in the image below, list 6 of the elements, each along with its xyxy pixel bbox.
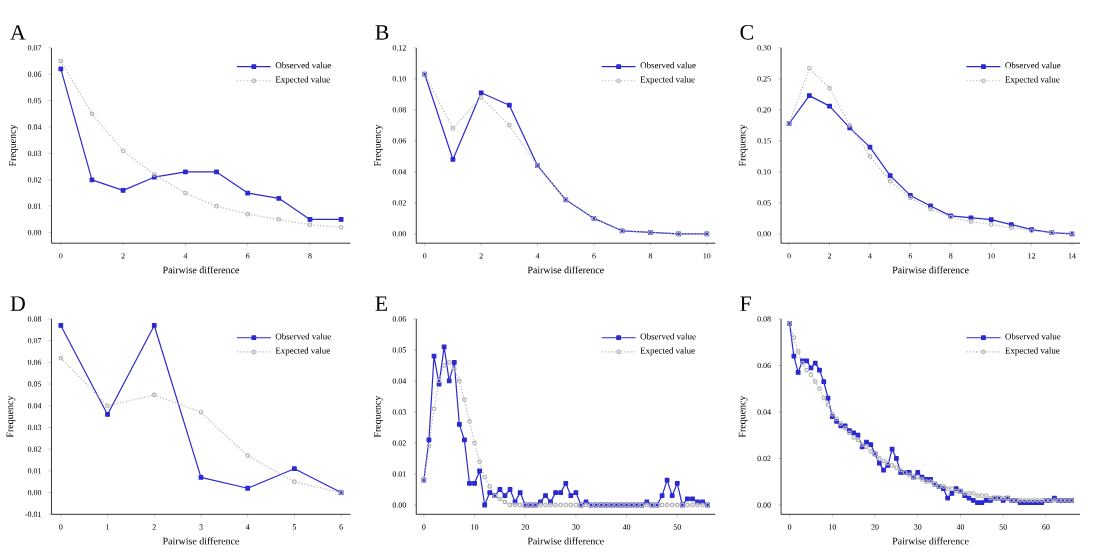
chart-title: E — [375, 296, 388, 312]
chart-title: B — [375, 25, 389, 41]
chart-title: A — [10, 25, 26, 41]
chart-title: D — [10, 296, 25, 312]
chart-title: F — [740, 296, 751, 312]
chart-title: C — [740, 25, 753, 41]
